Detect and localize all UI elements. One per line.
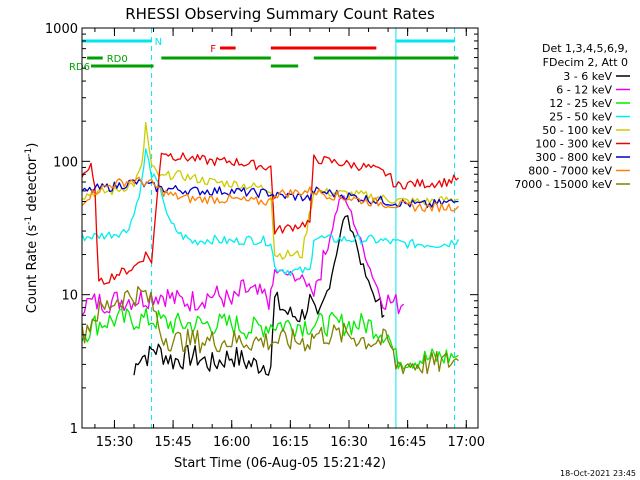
status-bar-label: RD6 <box>69 62 90 73</box>
series-line <box>81 152 459 285</box>
y-axis-label-part: detector <box>25 156 40 216</box>
plot-frame <box>81 27 479 429</box>
legend-label: 12 - 25 keV <box>549 97 612 110</box>
axes: 1 10 100 1000 15:30 15:45 16:00 16:15 16:30 16:45… <box>45 22 485 450</box>
series-layer <box>81 122 460 376</box>
legend-label: 7000 - 15000 keV <box>514 178 612 191</box>
y-axis-label-part: Count Rate (s <box>25 225 40 314</box>
x-tick-label: 15:45 <box>154 435 191 450</box>
series-line <box>81 195 405 316</box>
x-tick-label: 16:45 <box>389 435 426 450</box>
x-tick-label: 15:30 <box>96 435 133 450</box>
x-tick-label: 16:00 <box>213 435 250 450</box>
y-axis-label-part: ) <box>25 143 40 148</box>
series-line <box>82 122 459 260</box>
legend-label: 100 - 300 keV <box>535 138 612 151</box>
y-axis-label-exponent: -1 <box>24 216 34 225</box>
legend-label: 800 - 7000 keV <box>528 165 612 178</box>
series-line <box>81 148 460 277</box>
legend-label: 300 - 800 keV <box>535 151 612 164</box>
series-line <box>81 285 459 375</box>
status-bar-label: F <box>210 44 216 55</box>
status-bars: N F RD0 RD6 <box>69 37 459 73</box>
x-tick-label: 16:15 <box>272 435 309 450</box>
legend-label: 50 - 100 keV <box>542 124 612 137</box>
series-line <box>81 176 459 213</box>
status-bar-label: N <box>155 37 162 48</box>
y-tick-label: 100 <box>53 155 78 170</box>
y-axis-label-exponent: -1 <box>24 148 34 157</box>
legend-header-line: Det 1,3,4,5,6,9, <box>542 42 628 55</box>
generation-timestamp: 18-Oct-2021 23:45 <box>560 469 636 478</box>
legend-header-line: FDecim 2, Att 0 <box>543 56 628 69</box>
y-tick-label: 1000 <box>45 22 78 37</box>
chart-title: RHESSI Observing Summary Count Rates <box>125 5 435 23</box>
legend-label: 3 - 6 keV <box>563 70 612 83</box>
x-axis-label: Start Time (06-Aug-05 15:21:42) <box>174 456 386 471</box>
legend-label: 6 - 12 keV <box>556 84 612 97</box>
y-tick-label: 10 <box>61 289 78 304</box>
y-axis-label: Count Rate (s-1 detector-1) <box>24 143 40 314</box>
y-tick-label: 1 <box>70 422 78 437</box>
series-line <box>133 215 385 376</box>
legend: Det 1,3,4,5,6,9, FDecim 2, Att 0 3 - 6 k… <box>514 42 630 191</box>
series-line <box>81 307 459 370</box>
status-bar-label: RD0 <box>107 54 128 65</box>
x-tick-label: 16:30 <box>330 435 367 450</box>
x-tick-label: 17:00 <box>448 435 485 450</box>
legend-label: 25 - 50 keV <box>549 111 612 124</box>
